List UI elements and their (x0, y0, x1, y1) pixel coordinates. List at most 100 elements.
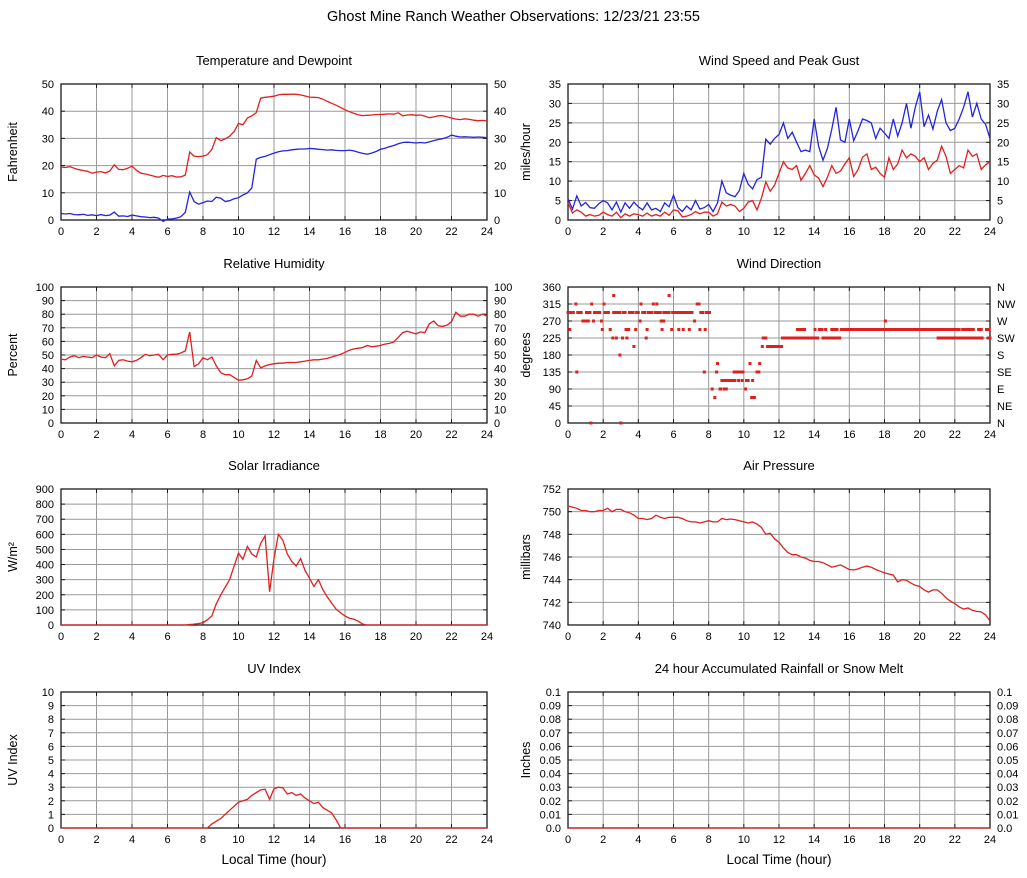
solar-irradiance-plot: 0 2 4 6 8 10 12 14 16 18 20 22 240100200300400500600… (6, 484, 493, 643)
svg-text:0: 0 (555, 418, 561, 430)
chart-wind-speed-gust: 0 2 4 6 8 10 12 14 16 18 20 22 24 0 5 10 15 20 25 30 35 0 5 10 1… (513, 50, 1027, 250)
svg-text:15: 15 (549, 157, 561, 169)
right-tick-labels: 0 5 10 15 20 25 30 35 (997, 79, 1009, 227)
svg-text:20: 20 (914, 226, 926, 238)
svg-text:2: 2 (93, 834, 99, 846)
svg-text:4: 4 (129, 834, 135, 846)
plot-border (567, 488, 991, 626)
svg-text:40: 40 (494, 106, 506, 118)
svg-text:12: 12 (268, 226, 280, 238)
y-axis-label: Percent (6, 333, 20, 377)
svg-text:8: 8 (200, 631, 206, 643)
svg-text:8: 8 (48, 714, 54, 726)
svg-text:10: 10 (738, 631, 750, 643)
svg-text:30: 30 (42, 377, 54, 389)
svg-text:20: 20 (494, 391, 506, 403)
svg-text:4: 4 (635, 429, 641, 441)
svg-text:20: 20 (549, 137, 561, 149)
temperature-dewpoint-plot: 0 2 4 6 8 10 12 14 16 18 20 22 240102030405001020304… (6, 79, 506, 238)
grid (568, 84, 990, 220)
svg-text:90: 90 (42, 296, 54, 308)
svg-text:8: 8 (706, 226, 712, 238)
chart-title: Wind Direction (736, 256, 822, 271)
x-axis-label: Local Time (hour) (726, 852, 831, 867)
humidity-line (60, 311, 488, 381)
svg-text:2: 2 (600, 429, 606, 441)
svg-text:20: 20 (914, 429, 926, 441)
svg-text:10: 10 (232, 631, 244, 643)
chart-title: Wind Speed and Peak Gust (698, 53, 860, 68)
svg-text:24: 24 (984, 429, 996, 441)
svg-text:80: 80 (494, 309, 506, 321)
svg-text:50: 50 (42, 79, 54, 91)
right-tick-labels: 0.0 0.010.02 0.030.04 0.05 0.060.07 0.080.09 0… (997, 687, 1018, 835)
svg-text:6: 6 (670, 226, 676, 238)
svg-text:22: 22 (445, 226, 457, 238)
plot-border (60, 691, 488, 829)
grid (568, 287, 990, 423)
svg-text:30: 30 (494, 377, 506, 389)
y-tick-labels: 0 100 200 300 400 500 600 700 800 900 (36, 484, 54, 632)
y-axis-label: W/m² (6, 542, 20, 572)
svg-text:100: 100 (36, 282, 54, 294)
svg-text:18: 18 (374, 429, 386, 441)
svg-text:6: 6 (670, 631, 676, 643)
svg-text:0.02: 0.02 (997, 796, 1018, 808)
svg-text:30: 30 (549, 98, 561, 110)
svg-text:2: 2 (93, 226, 99, 238)
svg-text:0.01: 0.01 (997, 809, 1018, 821)
svg-text:0: 0 (565, 834, 571, 846)
svg-text:12: 12 (268, 429, 280, 441)
svg-text:200: 200 (36, 590, 54, 602)
svg-text:0.02: 0.02 (540, 796, 561, 808)
svg-text:752: 752 (543, 484, 561, 496)
svg-text:0: 0 (48, 620, 54, 632)
svg-text:16: 16 (339, 429, 351, 441)
svg-text:0.06: 0.06 (997, 741, 1018, 753)
temperature-line (60, 93, 488, 178)
svg-text:742: 742 (543, 597, 561, 609)
svg-text:0.0: 0.0 (546, 823, 561, 835)
plot-border (567, 83, 991, 221)
svg-text:18: 18 (878, 834, 890, 846)
x-tick-labels: 0 2 4 6 8 10 12 14 16 18 20 22 24 (565, 631, 996, 643)
x-tick-labels: 0 2 4 6 8 10 12 14 16 18 20 22 24 (565, 226, 996, 238)
svg-text:600: 600 (36, 529, 54, 541)
svg-text:4: 4 (635, 834, 641, 846)
svg-text:0.01: 0.01 (540, 809, 561, 821)
svg-text:14: 14 (303, 226, 315, 238)
svg-text:4: 4 (48, 769, 54, 781)
svg-text:12: 12 (268, 834, 280, 846)
svg-text:SW: SW (997, 333, 1015, 345)
svg-text:10: 10 (232, 226, 244, 238)
svg-text:14: 14 (303, 631, 315, 643)
svg-text:10: 10 (232, 834, 244, 846)
svg-text:22: 22 (949, 429, 961, 441)
svg-text:0.1: 0.1 (546, 687, 561, 699)
svg-text:8: 8 (200, 429, 206, 441)
svg-text:500: 500 (36, 544, 54, 556)
svg-text:16: 16 (843, 226, 855, 238)
svg-text:14: 14 (303, 429, 315, 441)
svg-text:15: 15 (997, 157, 1009, 169)
svg-text:0: 0 (494, 215, 500, 227)
svg-text:0: 0 (997, 215, 1003, 227)
svg-text:20: 20 (997, 137, 1009, 149)
svg-text:0: 0 (48, 418, 54, 430)
svg-text:0.1: 0.1 (997, 687, 1012, 699)
svg-text:10: 10 (42, 188, 54, 200)
svg-text:0: 0 (555, 215, 561, 227)
svg-text:30: 30 (494, 133, 506, 145)
svg-text:14: 14 (808, 631, 820, 643)
svg-text:24: 24 (481, 834, 493, 846)
svg-text:18: 18 (878, 429, 890, 441)
svg-text:0.05: 0.05 (997, 755, 1018, 767)
svg-text:300: 300 (36, 575, 54, 587)
svg-text:N: N (997, 282, 1005, 294)
x-tick-labels: 0 2 4 6 8 10 12 14 16 18 20 22 24 (58, 429, 493, 441)
svg-text:14: 14 (808, 429, 820, 441)
svg-text:22: 22 (445, 429, 457, 441)
y-tick-labels: 0 5 10 15 20 25 30 35 (549, 79, 561, 227)
